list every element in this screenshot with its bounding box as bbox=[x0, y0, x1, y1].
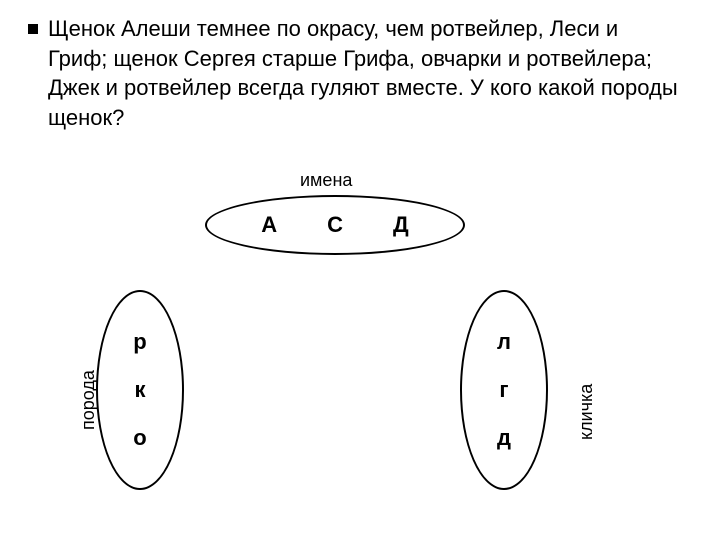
breed-k: к bbox=[134, 377, 145, 403]
problem-text: Щенок Алеши темнее по окрасу, чем ротвей… bbox=[48, 14, 678, 133]
breed-o: о bbox=[133, 425, 146, 451]
nickname-d: д bbox=[497, 425, 511, 451]
names-items: А С Д bbox=[261, 212, 408, 238]
nickname-label: кличка bbox=[576, 384, 597, 440]
name-a: А bbox=[261, 212, 277, 238]
breed-r: р bbox=[133, 329, 146, 355]
names-ellipse: А С Д bbox=[205, 195, 465, 255]
name-s: С bbox=[327, 212, 343, 238]
breed-items: р к о bbox=[133, 329, 146, 451]
nickname-g: г bbox=[499, 377, 508, 403]
nickname-ellipse: л г д bbox=[460, 290, 548, 490]
name-d: Д bbox=[393, 212, 409, 238]
slide: Щенок Алеши темнее по окрасу, чем ротвей… bbox=[0, 0, 720, 540]
nickname-items: л г д bbox=[497, 329, 511, 451]
bullet-marker bbox=[28, 24, 38, 34]
nickname-l: л bbox=[497, 329, 511, 355]
names-label: имена bbox=[300, 170, 352, 191]
breed-ellipse: р к о bbox=[96, 290, 184, 490]
